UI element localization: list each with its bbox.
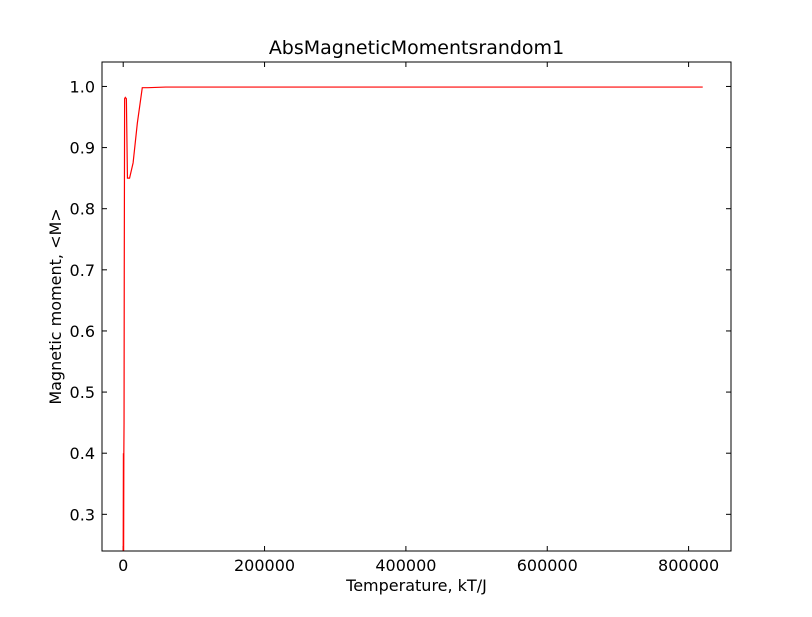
- x-tick-label: 600000: [517, 556, 578, 575]
- chart-title: AbsMagneticMomentsrandom1: [269, 37, 564, 59]
- x-tick-label: 200000: [234, 556, 295, 575]
- x-tick-label: 800000: [658, 556, 719, 575]
- y-tick-label: 0.3: [70, 505, 95, 524]
- plot-area: [122, 86, 703, 551]
- y-tick-label: 0.6: [70, 322, 95, 341]
- y-tick-label: 0.9: [70, 139, 95, 158]
- y-tick-label: 0.8: [70, 200, 95, 219]
- x-tick-label: 0: [118, 556, 128, 575]
- y-tick-label: 1.0: [70, 77, 95, 96]
- axes-frame: [101, 61, 732, 552]
- series-line: [122, 86, 703, 551]
- y-tick-label: 0.7: [70, 261, 95, 280]
- ticks-layer: 0 200000 400000 600000 800000 0.3 0.4 0.5 0.6 0.7…: [70, 62, 731, 575]
- y-tick-label: 0.4: [70, 444, 95, 463]
- y-axis-label: Magnetic moment, <M>: [46, 208, 65, 404]
- x-axis-label: Temperature, kT/J: [345, 576, 487, 595]
- y-tick-label: 0.5: [70, 383, 95, 402]
- x-tick-label: 400000: [375, 556, 436, 575]
